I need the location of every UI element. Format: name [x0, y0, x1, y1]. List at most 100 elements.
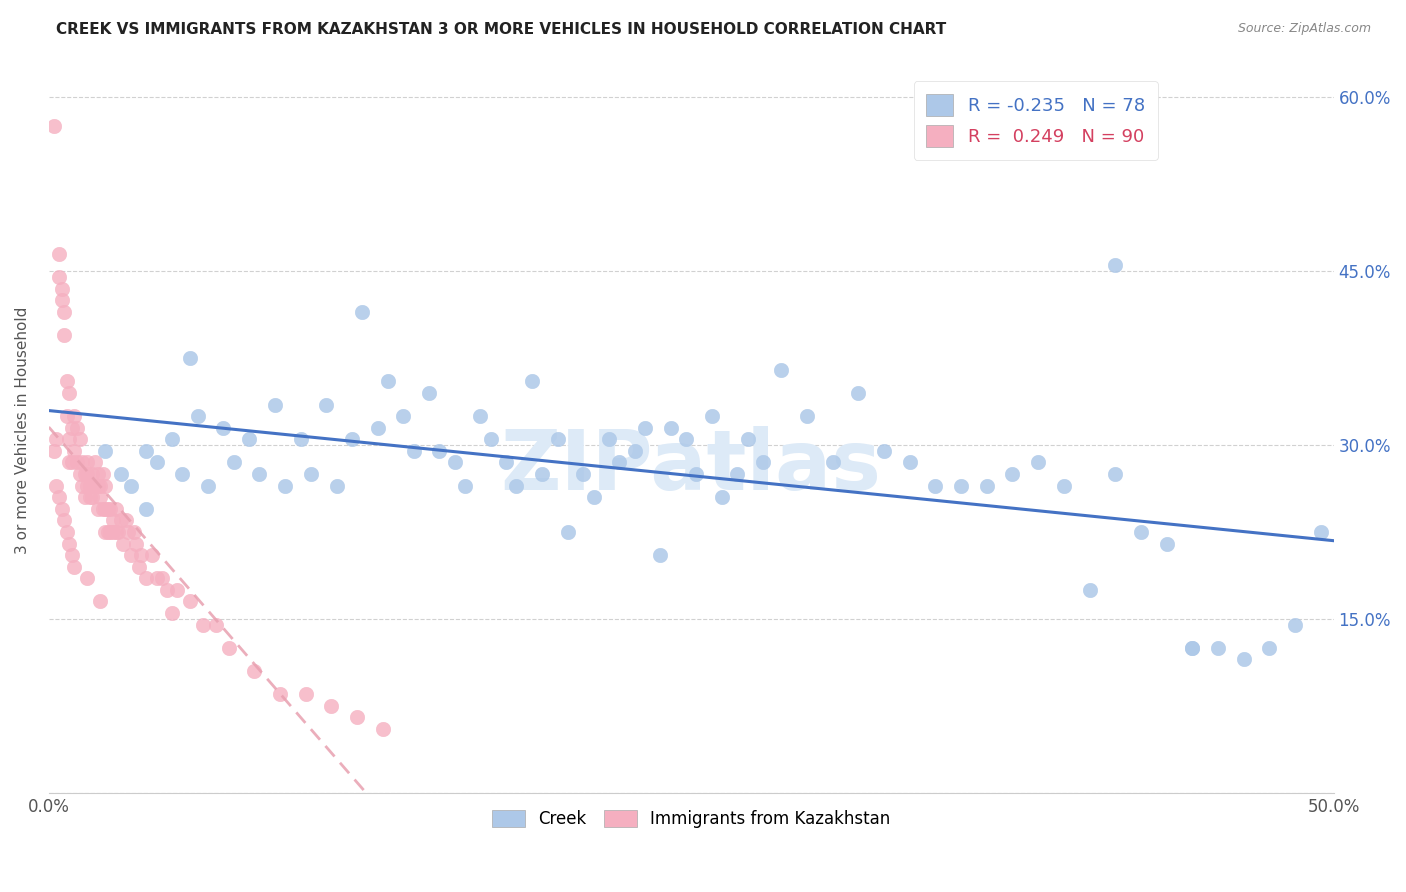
Point [66, 455, 89, 469]
Point [86, 467, 108, 481]
Point [82, 490, 104, 504]
Point [796, 409, 818, 423]
Point [598, 432, 620, 446]
Point [135, 501, 157, 516]
Point [727, 467, 749, 481]
Point [976, 478, 998, 492]
Point [607, 455, 630, 469]
Point [115, 513, 138, 527]
Point [53, 513, 76, 527]
Point [352, 305, 374, 319]
Point [582, 490, 605, 504]
Point [110, 513, 132, 527]
Point [48, 247, 70, 261]
Point [204, 617, 226, 632]
Point [1181, 640, 1204, 655]
Point [222, 455, 245, 469]
Point [191, 617, 214, 632]
Point [166, 582, 188, 597]
Point [572, 467, 595, 481]
Point [700, 409, 723, 423]
Point [340, 432, 363, 446]
Point [60, 420, 83, 434]
Point [70, 478, 93, 492]
Point [846, 386, 869, 401]
Point [821, 455, 844, 469]
Point [274, 478, 297, 492]
Point [89, 594, 111, 608]
Point [100, 524, 122, 539]
Point [346, 710, 368, 724]
Point [238, 432, 260, 446]
Point [51, 282, 73, 296]
Point [107, 524, 129, 539]
Point [321, 698, 343, 713]
Point [402, 443, 425, 458]
Point [470, 409, 492, 423]
Point [145, 455, 167, 469]
Point [752, 455, 775, 469]
Point [76, 571, 98, 585]
Point [531, 467, 554, 481]
Point [427, 443, 450, 458]
Point [479, 432, 502, 446]
Point [70, 455, 93, 469]
Point [45, 478, 67, 492]
Point [101, 524, 124, 539]
Point [122, 524, 145, 539]
Point [1258, 640, 1281, 655]
Point [97, 524, 120, 539]
Point [94, 524, 117, 539]
Point [129, 548, 152, 562]
Point [42, 443, 65, 458]
Point [76, 455, 98, 469]
Point [1026, 455, 1049, 469]
Text: CREEK VS IMMIGRANTS FROM KAZAKHSTAN 3 OR MORE VEHICLES IN HOUSEHOLD CORRELATION : CREEK VS IMMIGRANTS FROM KAZAKHSTAN 3 OR… [56, 22, 946, 37]
Point [160, 432, 183, 446]
Point [1309, 524, 1331, 539]
Point [156, 582, 179, 597]
Point [1206, 640, 1229, 655]
Point [325, 478, 347, 492]
Point [1078, 582, 1101, 597]
Point [547, 432, 569, 446]
Point [443, 455, 465, 469]
Point [623, 443, 645, 458]
Point [898, 455, 921, 469]
Point [76, 467, 98, 481]
Point [117, 524, 139, 539]
Point [924, 478, 946, 492]
Point [505, 478, 527, 492]
Point [63, 443, 86, 458]
Point [73, 490, 96, 504]
Point [1181, 640, 1204, 655]
Point [249, 467, 271, 481]
Point [520, 375, 543, 389]
Point [557, 524, 579, 539]
Point [94, 501, 117, 516]
Point [135, 571, 157, 585]
Point [454, 478, 477, 492]
Point [197, 478, 219, 492]
Point [218, 640, 240, 655]
Point [179, 351, 201, 366]
Point [315, 397, 337, 411]
Point [86, 501, 108, 516]
Point [377, 375, 399, 389]
Point [63, 559, 86, 574]
Point [634, 420, 657, 434]
Point [91, 467, 114, 481]
Point [495, 455, 517, 469]
Point [367, 420, 389, 434]
Legend: Creek, Immigrants from Kazakhstan: Creek, Immigrants from Kazakhstan [485, 804, 897, 835]
Point [135, 443, 157, 458]
Point [60, 455, 83, 469]
Point [58, 432, 80, 446]
Point [1284, 617, 1306, 632]
Point [299, 467, 322, 481]
Point [84, 455, 107, 469]
Point [269, 687, 291, 701]
Point [950, 478, 973, 492]
Point [55, 409, 77, 423]
Point [120, 478, 142, 492]
